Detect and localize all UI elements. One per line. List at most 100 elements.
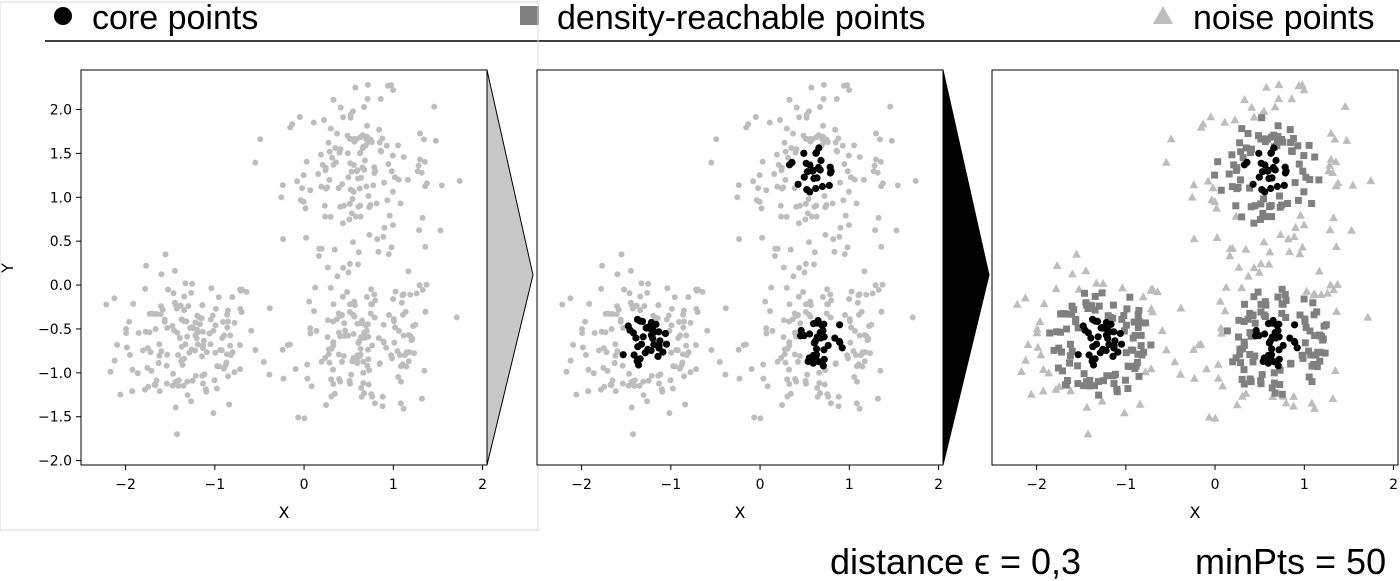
data-point — [814, 393, 821, 400]
noise-point — [1289, 391, 1299, 400]
data-point — [796, 264, 803, 271]
data-point — [855, 292, 862, 299]
data-point — [764, 383, 771, 390]
data-point — [759, 234, 766, 241]
noise-point — [1241, 244, 1251, 253]
core-point — [1261, 161, 1269, 169]
data-point — [793, 378, 800, 385]
data-point — [348, 168, 355, 175]
data-point — [415, 162, 422, 169]
density-reachable-point — [1098, 289, 1106, 297]
noise-point — [1212, 203, 1221, 212]
data-point — [863, 291, 870, 298]
data-point — [586, 300, 593, 307]
data-point — [175, 377, 182, 384]
data-point — [188, 289, 195, 296]
core-point — [1093, 317, 1102, 325]
data-point — [579, 326, 586, 332]
density-reachable-point — [1247, 332, 1255, 340]
data-point — [579, 330, 586, 337]
data-point — [213, 385, 220, 392]
data-point — [385, 161, 392, 168]
data-point — [837, 179, 844, 186]
noise-point — [1244, 271, 1253, 280]
noise-point — [1237, 283, 1247, 292]
noise-point — [1330, 134, 1340, 143]
data-point — [210, 410, 217, 416]
data-point — [679, 359, 686, 366]
density-reachable-point — [1296, 311, 1304, 319]
core-point — [1255, 149, 1263, 157]
data-point — [211, 377, 218, 384]
data-point — [361, 104, 368, 110]
data-point — [391, 339, 398, 346]
x-tick-label: −2 — [1026, 477, 1047, 493]
noise-point — [1198, 119, 1208, 128]
data-point — [603, 349, 610, 356]
plot-frame-2 — [536, 69, 944, 466]
noise-point — [1314, 266, 1324, 275]
data-point — [182, 280, 189, 287]
noise-point — [1203, 176, 1213, 185]
noise-point — [1328, 394, 1338, 402]
data-point — [598, 285, 605, 292]
data-point — [303, 234, 310, 241]
noise-point — [1264, 259, 1274, 268]
core-point — [838, 344, 846, 352]
data-point — [192, 372, 199, 379]
data-point — [337, 378, 344, 385]
noise-point — [1098, 278, 1108, 287]
data-point — [163, 362, 170, 369]
data-point — [284, 342, 291, 348]
density-reachable-point — [1085, 382, 1093, 390]
data-point — [403, 363, 410, 370]
density-reachable-point — [1091, 382, 1098, 390]
data-point — [175, 352, 182, 358]
noise-point — [1234, 262, 1244, 271]
density-reachable-point — [1311, 153, 1319, 161]
data-point — [414, 168, 421, 175]
data-point — [341, 332, 348, 339]
data-point — [755, 185, 762, 192]
data-point — [796, 353, 803, 359]
data-point — [768, 284, 775, 291]
data-point — [833, 96, 840, 102]
noise-point — [1329, 285, 1339, 294]
data-point — [266, 371, 273, 378]
core-point — [1110, 328, 1118, 336]
data-point — [778, 167, 785, 174]
density-reachable-point — [1120, 312, 1128, 319]
data-point — [368, 391, 375, 398]
data-point — [612, 341, 619, 348]
data-point — [325, 139, 332, 146]
density-reachable-point — [1310, 311, 1318, 319]
core-point — [825, 181, 833, 189]
data-point — [751, 414, 758, 421]
data-point — [619, 362, 626, 369]
noise-point — [1204, 412, 1214, 421]
core-point — [652, 320, 660, 328]
noise-point — [1039, 299, 1049, 308]
data-point — [330, 366, 336, 373]
data-point — [126, 352, 133, 358]
data-point — [398, 299, 405, 306]
core-point — [1273, 182, 1281, 191]
density-reachable-point — [1238, 375, 1246, 383]
density-reachable-point — [1266, 203, 1273, 211]
density-reachable-point — [1291, 179, 1299, 187]
data-point — [400, 311, 406, 318]
data-point — [867, 350, 874, 357]
data-point — [665, 312, 672, 319]
data-point — [411, 350, 418, 357]
data-point — [162, 251, 169, 258]
density-reachable-point — [1271, 389, 1279, 397]
data-point — [147, 349, 154, 356]
x-tick-label: 1 — [389, 477, 398, 493]
data-point — [774, 183, 781, 190]
data-point — [237, 286, 244, 293]
noise-point — [1232, 400, 1242, 409]
y-tick-label: −1.0 — [38, 366, 72, 382]
data-point — [829, 200, 836, 207]
data-point — [875, 214, 882, 221]
data-point — [795, 358, 801, 365]
